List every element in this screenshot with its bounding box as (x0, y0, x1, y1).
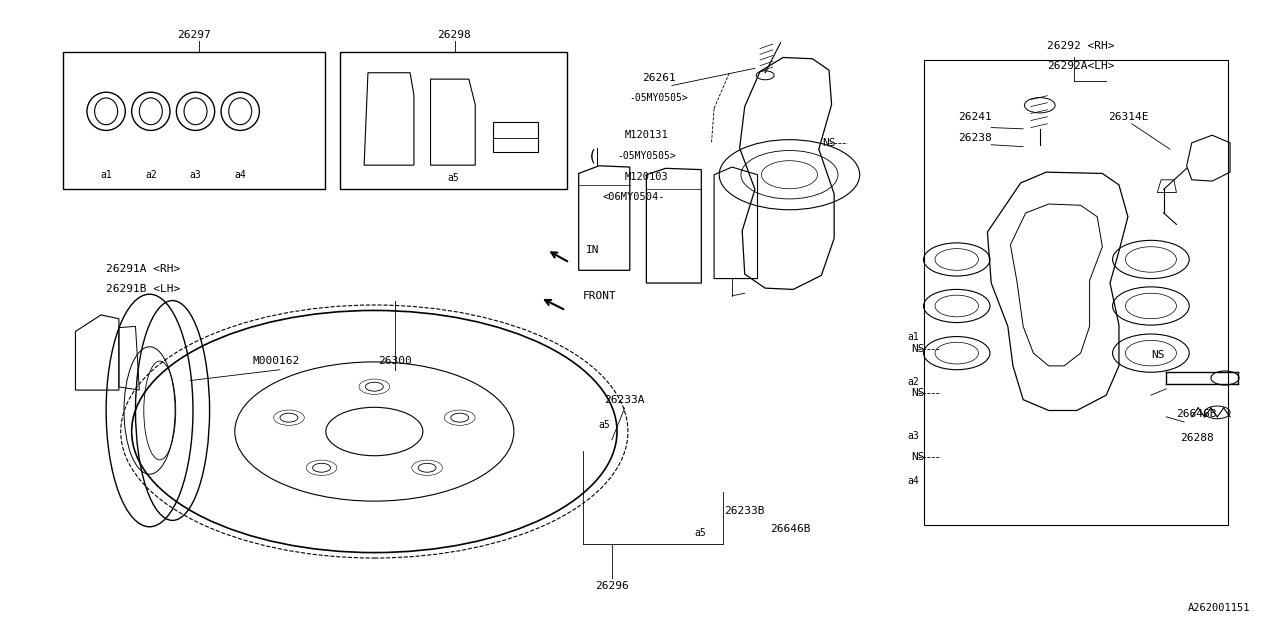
Text: a2: a2 (908, 377, 919, 387)
Text: 26233B: 26233B (724, 506, 765, 516)
Text: NS: NS (822, 138, 836, 148)
Text: a5: a5 (694, 529, 705, 538)
Text: M120131: M120131 (625, 130, 668, 140)
Text: a4: a4 (234, 170, 246, 180)
Text: 26291B <LH>: 26291B <LH> (106, 284, 180, 294)
Text: 26261: 26261 (643, 73, 676, 83)
Text: a3: a3 (908, 431, 919, 441)
Text: a2: a2 (145, 170, 156, 180)
Text: 26288: 26288 (1180, 433, 1213, 443)
Bar (63, 52, 325, 189)
Text: a1: a1 (100, 170, 111, 180)
Text: 26241: 26241 (957, 113, 992, 122)
Bar (924, 60, 1228, 525)
Text: IN: IN (586, 245, 600, 255)
Text: 26296: 26296 (595, 581, 628, 591)
Text: (: ( (589, 148, 598, 163)
Text: NS: NS (1151, 350, 1165, 360)
Text: 26300: 26300 (378, 356, 412, 367)
Text: -05MY0505>: -05MY0505> (630, 93, 689, 103)
Text: -05MY0505>: -05MY0505> (617, 150, 676, 161)
Text: 26298: 26298 (436, 29, 471, 40)
Bar (493, 122, 538, 152)
Text: 26297: 26297 (177, 29, 210, 40)
Text: 26233A: 26233A (604, 395, 645, 404)
Text: FRONT: FRONT (582, 291, 616, 301)
Text: <06MY0504-: <06MY0504- (603, 192, 664, 202)
Bar (340, 52, 567, 189)
Text: 26292 <RH>: 26292 <RH> (1047, 41, 1115, 51)
Text: a4: a4 (908, 476, 919, 486)
Text: 26646B: 26646B (1176, 410, 1217, 419)
Text: 26314E: 26314E (1107, 113, 1148, 122)
Text: M000162: M000162 (252, 356, 300, 367)
Text: NS: NS (911, 388, 925, 398)
Text: 26291A <RH>: 26291A <RH> (106, 264, 180, 274)
Text: 26292A<LH>: 26292A<LH> (1047, 61, 1115, 72)
Text: M120103: M120103 (625, 172, 668, 182)
Text: 26238: 26238 (957, 133, 992, 143)
Text: NS: NS (911, 452, 925, 462)
Text: NS: NS (911, 344, 925, 354)
Text: a5: a5 (598, 420, 611, 430)
Text: A262001151: A262001151 (1188, 603, 1251, 613)
Text: a1: a1 (908, 332, 919, 342)
Text: a5: a5 (448, 173, 460, 183)
Text: 26646B: 26646B (771, 524, 812, 534)
Text: a3: a3 (189, 170, 201, 180)
